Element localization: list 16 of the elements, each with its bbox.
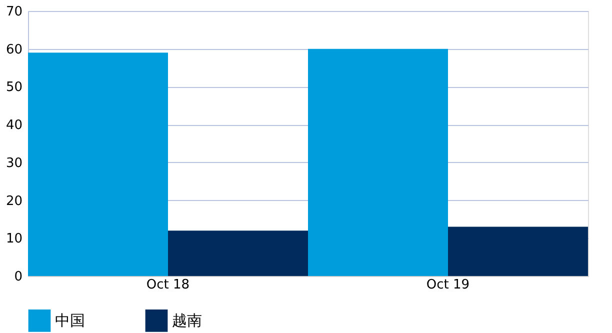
- x-tick-label: Oct 18: [146, 278, 190, 292]
- legend-label: 越南: [172, 312, 202, 330]
- y-tick-label: 30: [6, 156, 22, 171]
- y-tick-label: 0: [14, 270, 22, 284]
- y-tick-label: 40: [6, 118, 22, 134]
- y-tick-label: 50: [6, 80, 22, 96]
- bar: [308, 48, 448, 276]
- legend-label: 中国: [55, 312, 85, 330]
- bar: [448, 226, 588, 276]
- bar: [28, 52, 168, 276]
- x-tick-label: Oct 19: [426, 278, 470, 292]
- bar: [168, 230, 308, 276]
- y-tick-label: 60: [6, 42, 22, 58]
- y-tick-label: 10: [6, 232, 22, 247]
- y-tick-label: 20: [6, 194, 22, 209]
- y-tick-label: 70: [6, 4, 22, 20]
